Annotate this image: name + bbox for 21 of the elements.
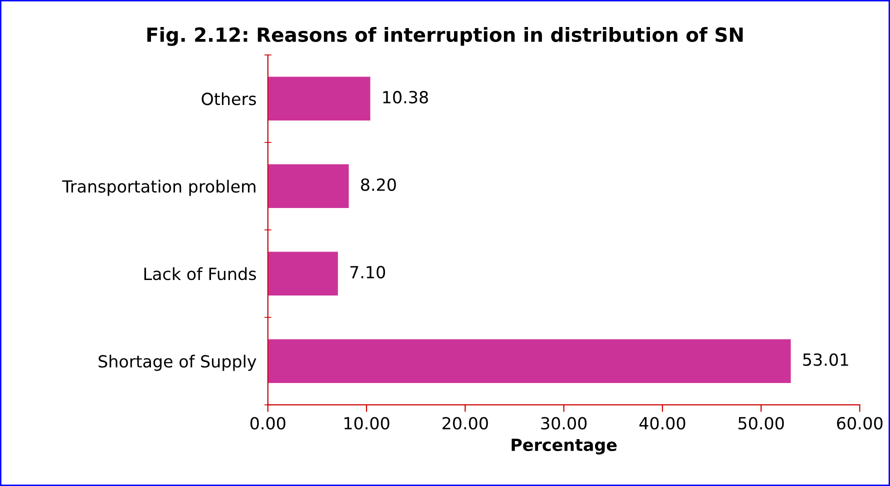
y-tick-label: Transportation problem (62, 180, 256, 196)
data-label: 8.20 (361, 178, 396, 191)
x-tick-label: 50.00 (738, 416, 784, 430)
x-tick-label: 20.00 (442, 416, 488, 430)
x-tick-label: 10.00 (344, 416, 390, 430)
x-tick-label: 0.00 (250, 416, 286, 430)
y-tick-label: Shortage of Supply (98, 354, 256, 371)
x-tick-label: 60.00 (837, 416, 882, 430)
data-label: 53.01 (803, 353, 848, 366)
data-label: 10.38 (383, 90, 428, 104)
y-tick-label: Others (202, 92, 256, 106)
data-label: 7.10 (350, 266, 386, 278)
x-tick-label: 30.00 (541, 416, 587, 430)
bar (268, 252, 338, 296)
bar (268, 339, 791, 383)
x-tick-label: 40.00 (639, 416, 686, 430)
y-tick-label: Lack of Funds (144, 267, 256, 280)
x-axis-title: Percentage (512, 438, 617, 454)
chart-title: Fig. 2.12: Reasons of interruption in distribution of SN (147, 26, 743, 46)
bar (268, 164, 349, 208)
bar (268, 76, 370, 121)
